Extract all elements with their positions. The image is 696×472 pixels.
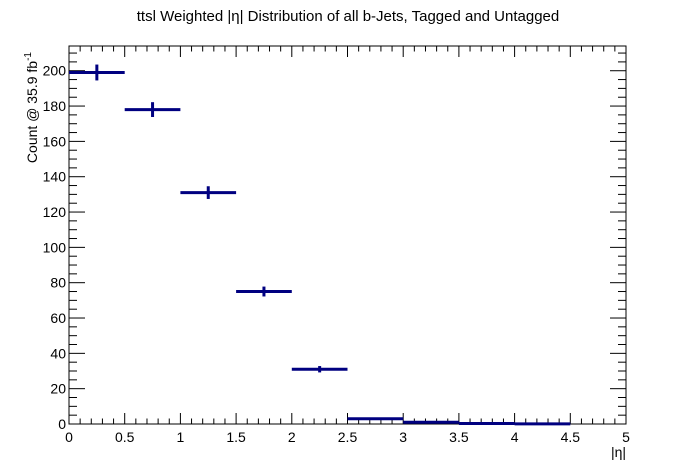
y-tick-label: 140 bbox=[43, 169, 67, 185]
y-tick-label: 40 bbox=[50, 345, 66, 361]
data-series bbox=[69, 64, 571, 426]
y-tick-label: 0 bbox=[58, 416, 66, 432]
data-point bbox=[124, 102, 181, 118]
x-tick-label: 2 bbox=[288, 429, 296, 445]
x-tick-label: 0 bbox=[65, 429, 73, 445]
data-point bbox=[291, 366, 348, 373]
x-tick-label: 1.5 bbox=[226, 429, 246, 445]
x-tick-label: 2.5 bbox=[338, 429, 358, 445]
y-tick-label: 80 bbox=[50, 275, 66, 291]
y-axis-title: Count @ 35.9 fb-1 bbox=[23, 52, 40, 164]
x-axis-title: |η| bbox=[611, 444, 626, 460]
x-tick-label: 0.5 bbox=[115, 429, 135, 445]
data-point bbox=[236, 286, 292, 297]
y-tick-label: 160 bbox=[43, 133, 67, 149]
chart-title: ttsl Weighted |η| Distribution of all b-… bbox=[137, 8, 560, 25]
y-axis-title-main: Count @ 35.9 fb bbox=[24, 61, 40, 163]
x-axis: 0 0.5 1 1.5 2 2.5 3 3.5 4 4.5 5 bbox=[65, 46, 630, 445]
y-axis-title-superscript: -1 bbox=[23, 52, 34, 61]
y-tick-label: 60 bbox=[50, 310, 66, 326]
y-axis: 0 20 40 60 80 100 120 140 160 180 200 bbox=[43, 52, 626, 432]
x-tick-label: 5 bbox=[622, 429, 630, 445]
y-tick-label: 180 bbox=[43, 98, 67, 114]
data-point bbox=[347, 417, 404, 421]
x-tick-label: 4 bbox=[511, 429, 519, 445]
x-tick-label: 3 bbox=[399, 429, 407, 445]
data-point bbox=[69, 64, 125, 81]
x-tick-label: 1 bbox=[177, 429, 185, 445]
x-tick-label: 3.5 bbox=[449, 429, 469, 445]
x-tick-label: 4.5 bbox=[561, 429, 581, 445]
y-tick-label: 200 bbox=[43, 63, 67, 79]
data-point bbox=[180, 186, 237, 199]
y-tick-label: 120 bbox=[43, 204, 67, 220]
y-tick-label: 20 bbox=[50, 381, 66, 397]
y-tick-label: 100 bbox=[43, 239, 67, 255]
